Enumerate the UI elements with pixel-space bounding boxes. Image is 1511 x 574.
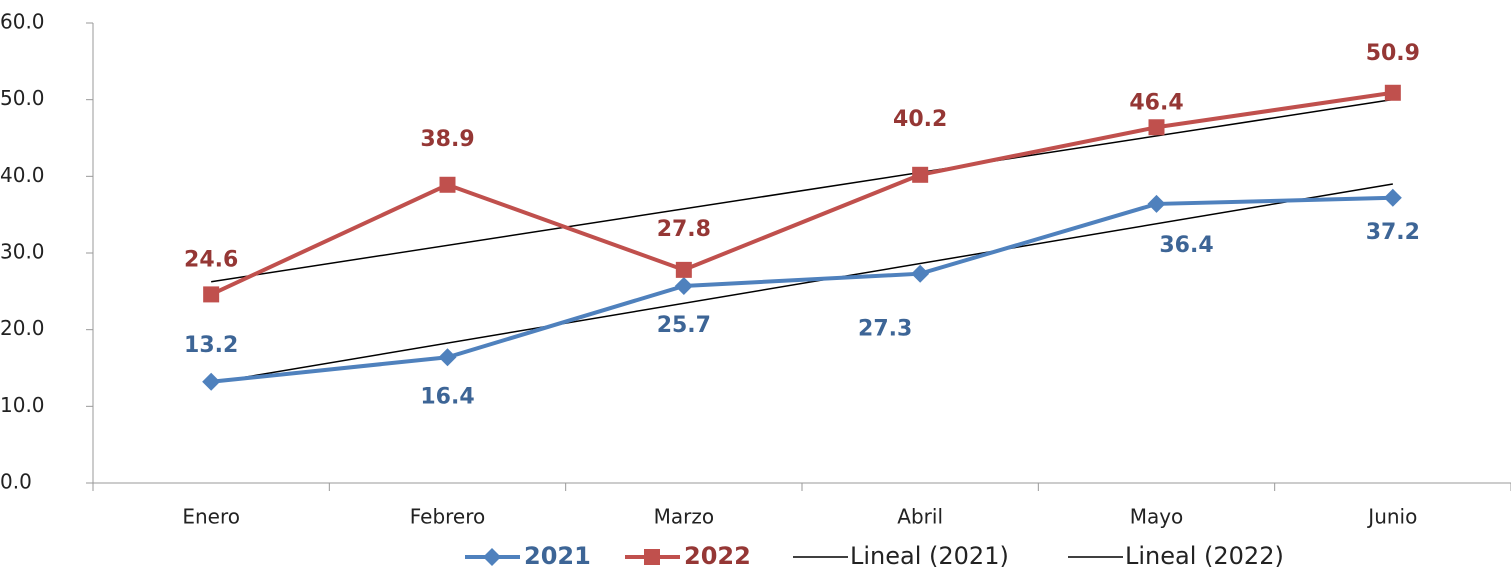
value-label: 24.6 — [184, 247, 238, 272]
point — [911, 264, 930, 283]
y-tick-label: 10.0 — [0, 393, 45, 417]
legend-label: 2022 — [684, 542, 751, 570]
point — [1148, 119, 1165, 136]
value-label: 27.8 — [657, 217, 711, 242]
point — [1147, 194, 1166, 213]
y-tick-label: 60.0 — [0, 10, 45, 34]
x-tick-label: Abril — [897, 505, 943, 529]
y-tick-label: 30.0 — [0, 240, 45, 264]
y-tick-label: 40.0 — [0, 163, 45, 187]
y-tick-label: 50.0 — [0, 86, 45, 110]
legend-label: Lineal (2022) — [1125, 542, 1284, 570]
y-tick-label: 20.0 — [0, 316, 45, 340]
trend-line — [211, 98, 1393, 283]
point — [202, 372, 221, 391]
point — [1384, 84, 1401, 101]
point — [1383, 188, 1402, 207]
value-label: 25.7 — [657, 313, 711, 338]
value-label: 40.2 — [893, 107, 947, 132]
value-label: 16.4 — [420, 384, 474, 409]
legend-marker — [644, 549, 660, 565]
point — [912, 166, 929, 183]
value-label: 46.4 — [1129, 90, 1183, 115]
legend-label: 2021 — [524, 542, 591, 570]
value-label: 36.4 — [1159, 233, 1213, 258]
x-tick-label: Junio — [1366, 505, 1417, 529]
series-line — [210, 195, 1393, 384]
point — [203, 286, 220, 303]
value-label: 50.9 — [1366, 41, 1420, 66]
point — [439, 176, 456, 193]
y-tick-label: 0.0 — [0, 470, 32, 494]
x-tick-label: Mayo — [1130, 505, 1184, 529]
point — [438, 348, 457, 367]
point — [675, 261, 692, 278]
legend-label: Lineal (2021) — [850, 542, 1009, 570]
value-label: 38.9 — [420, 127, 474, 152]
value-label: 27.3 — [858, 317, 912, 342]
trend-line — [211, 183, 1393, 384]
x-tick-label: Febrero — [410, 505, 486, 529]
x-tick-label: Marzo — [654, 505, 714, 529]
series-line — [210, 90, 1394, 297]
legend-marker — [483, 548, 501, 566]
point — [674, 276, 693, 295]
value-label: 13.2 — [184, 333, 238, 358]
value-label: 37.2 — [1366, 220, 1420, 245]
x-tick-label: Enero — [182, 505, 240, 529]
